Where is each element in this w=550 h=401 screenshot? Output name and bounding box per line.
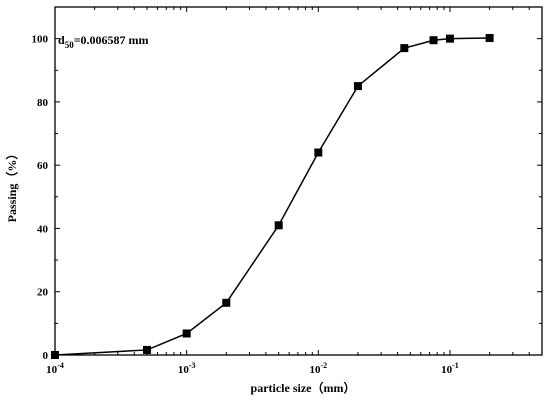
x-tick-label-base: 10 xyxy=(46,364,58,376)
x-tick-label-exponent: -1 xyxy=(452,361,459,370)
x-tick-label-exponent: -2 xyxy=(320,361,327,370)
data-point xyxy=(182,329,191,338)
data-point xyxy=(143,345,152,354)
x-tick-label: 10-4 xyxy=(46,361,64,376)
plot-frame xyxy=(54,6,543,356)
y-tick-label: 100 xyxy=(32,34,49,46)
y-tick-label: 80 xyxy=(37,97,49,109)
x-tick-label-base: 10 xyxy=(178,364,190,376)
annotation-base: d xyxy=(58,33,65,47)
x-tick-label-exponent: -4 xyxy=(57,361,64,370)
data-point xyxy=(314,148,323,157)
data-point xyxy=(51,351,59,359)
y-tick-label: 0 xyxy=(43,350,49,362)
d50-annotation: d50=0.006587 mm xyxy=(58,33,149,50)
data-point xyxy=(485,34,494,43)
x-tick-label-exponent: -3 xyxy=(189,361,196,370)
data-point xyxy=(429,36,438,45)
series-line xyxy=(54,37,490,356)
axes xyxy=(54,6,543,356)
annotation-value: =0.006587 mm xyxy=(74,33,149,47)
data-point xyxy=(445,34,454,43)
annotation-subscript: 50 xyxy=(65,40,75,50)
data-point xyxy=(353,82,362,91)
y-tick-label: 60 xyxy=(37,160,49,172)
y-tick-label: 40 xyxy=(37,223,49,235)
x-tick-label: 10-3 xyxy=(178,361,196,376)
x-axis-title: particle size（mm） xyxy=(251,380,356,395)
x-tick-label-base: 10 xyxy=(441,364,453,376)
x-tick-label-base: 10 xyxy=(309,364,321,376)
y-tick-label: 20 xyxy=(37,287,49,299)
data-point xyxy=(400,44,409,53)
series-layer xyxy=(51,34,494,359)
x-tick-label: 10-2 xyxy=(309,361,327,376)
x-tick-label: 10-1 xyxy=(441,361,459,376)
data-point xyxy=(274,221,283,230)
data-point xyxy=(222,298,231,307)
y-axis-title: Passing（%） xyxy=(4,148,19,223)
